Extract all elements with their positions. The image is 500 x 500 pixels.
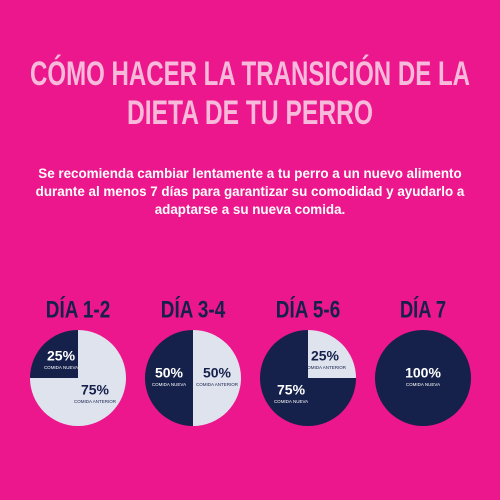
value-label: 75% (277, 382, 306, 398)
category-label: COMIDA ANTERIOR (304, 365, 347, 370)
pie-title: DÍA 5-6 (276, 295, 340, 323)
category-label: COMIDA NUEVA (152, 382, 186, 387)
category-label: COMIDA NUEVA (406, 382, 440, 387)
pie-slice (193, 330, 241, 426)
title-line: DIETA DE TU PERRO (127, 94, 373, 132)
value-label: 75% (81, 382, 110, 398)
pie-title: DÍA 3-4 (161, 295, 226, 323)
description: Se recomienda cambiar lentamente a tu pe… (35, 166, 465, 217)
pie-slice (30, 330, 126, 426)
category-label: COMIDA ANTERIOR (74, 399, 117, 404)
pie-title: DÍA 1-2 (46, 295, 110, 323)
category-label: COMIDA NUEVA (44, 365, 78, 370)
value-label: 25% (47, 348, 76, 364)
pie-title: DÍA 7 (400, 295, 446, 323)
pie-slice (30, 330, 78, 378)
title-line: CÓMO HACER LA TRANSICIÓN DE LA (30, 55, 470, 93)
value-label: 50% (155, 365, 184, 381)
value-label: 25% (311, 348, 340, 364)
category-label: COMIDA ANTERIOR (196, 382, 239, 387)
pie-slice (145, 330, 193, 426)
category-label: COMIDA NUEVA (274, 399, 308, 404)
pie-slice (375, 330, 471, 426)
value-label: 100% (405, 365, 441, 381)
pie-slice (308, 330, 356, 378)
value-label: 50% (203, 365, 232, 381)
